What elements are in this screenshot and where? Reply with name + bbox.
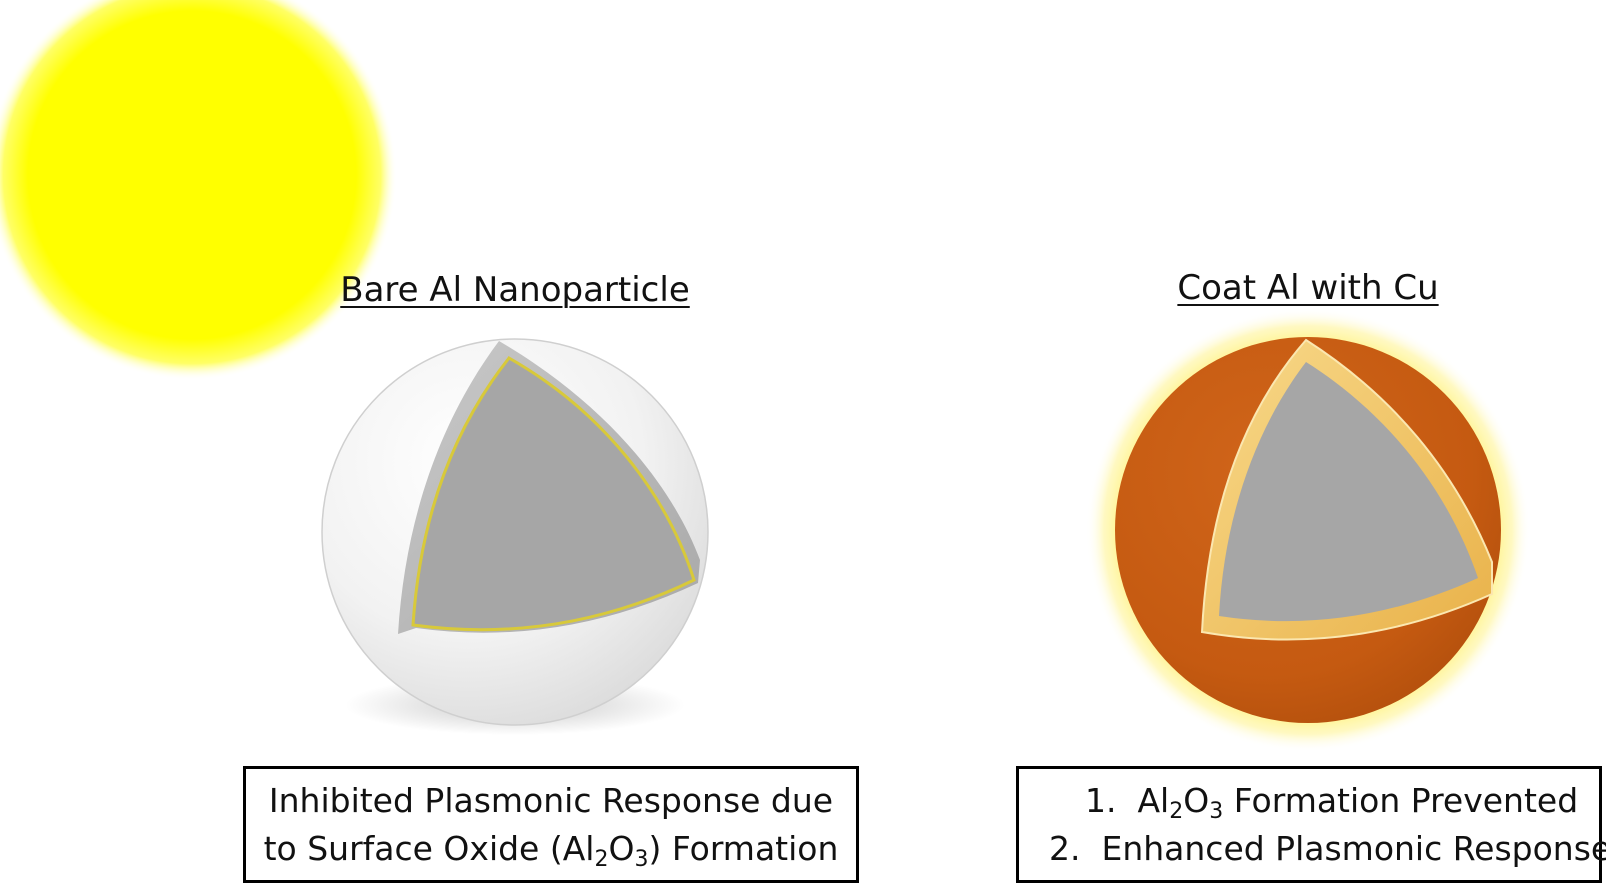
subscript: 2 bbox=[594, 847, 609, 872]
caption-text: ) Formation bbox=[648, 829, 839, 868]
subscript: 2 bbox=[1169, 799, 1184, 824]
item-number: 2. bbox=[1049, 829, 1081, 868]
caption-text: Formation Prevented bbox=[1223, 781, 1579, 820]
subscript: 3 bbox=[634, 847, 649, 872]
coated-particle-title: Coat Al with Cu bbox=[1177, 268, 1439, 308]
sun-icon bbox=[0, 0, 397, 380]
al-core-cutaway bbox=[411, 356, 696, 632]
item-number: 1. bbox=[1085, 781, 1117, 820]
caption-text: O bbox=[1183, 781, 1210, 820]
bare-particle-title: Bare Al Nanoparticle bbox=[340, 270, 690, 310]
caption-text: O bbox=[608, 829, 635, 868]
subscript: 3 bbox=[1209, 799, 1224, 824]
cu-coated-al-nanoparticle bbox=[1086, 308, 1530, 752]
coated-particle-caption: 1. Al2O3 Formation Prevented 2. Enhanced… bbox=[1016, 766, 1606, 883]
al-core-cutaway bbox=[1219, 362, 1478, 622]
bare-particle-caption: Inhibited Plasmonic Response due to Surf… bbox=[243, 766, 859, 883]
caption-line-1: Inhibited Plasmonic Response due bbox=[268, 781, 834, 820]
caption-text: to Surface Oxide (Al bbox=[263, 829, 595, 868]
caption-line-2: to Surface Oxide (Al2O3) Formation bbox=[246, 825, 856, 873]
caption-item-1: 1. Al2O3 Formation Prevented bbox=[1039, 777, 1599, 825]
caption-item-2: 2. Enhanced Plasmonic Response bbox=[1039, 825, 1606, 873]
caption-text: Al bbox=[1137, 781, 1170, 820]
bare-al-nanoparticle bbox=[321, 338, 709, 735]
caption-text: Enhanced Plasmonic Response bbox=[1101, 829, 1606, 868]
